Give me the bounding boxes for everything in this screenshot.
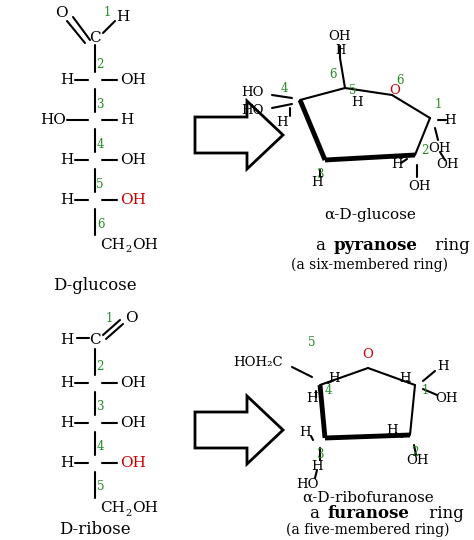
Text: 6: 6 bbox=[329, 68, 337, 80]
Text: 2: 2 bbox=[421, 144, 428, 157]
Text: 3: 3 bbox=[96, 401, 104, 414]
Text: OH: OH bbox=[429, 141, 451, 154]
Text: OH: OH bbox=[120, 153, 146, 167]
Text: 2: 2 bbox=[125, 509, 131, 517]
Text: H: H bbox=[399, 373, 411, 386]
Text: 5: 5 bbox=[97, 481, 105, 494]
Text: H: H bbox=[311, 460, 323, 472]
Text: 1: 1 bbox=[103, 6, 111, 19]
Text: H: H bbox=[444, 113, 456, 126]
Text: 2: 2 bbox=[125, 246, 131, 254]
Text: 4: 4 bbox=[280, 82, 288, 94]
Text: D-glucose: D-glucose bbox=[53, 276, 137, 294]
Text: α-D-glucose: α-D-glucose bbox=[324, 208, 416, 222]
Text: H: H bbox=[335, 44, 345, 57]
Text: CH: CH bbox=[100, 501, 125, 515]
Text: OH: OH bbox=[407, 455, 429, 468]
Text: O: O bbox=[390, 84, 401, 97]
Text: H: H bbox=[351, 96, 363, 109]
Text: 2: 2 bbox=[96, 361, 104, 374]
Text: a: a bbox=[310, 505, 325, 523]
Text: H: H bbox=[60, 333, 73, 347]
Text: HO: HO bbox=[296, 477, 318, 490]
Text: C: C bbox=[89, 333, 101, 347]
Text: 5: 5 bbox=[349, 84, 357, 97]
Text: H: H bbox=[386, 423, 398, 436]
Text: H: H bbox=[299, 427, 311, 440]
Text: a: a bbox=[316, 237, 331, 253]
Text: 5: 5 bbox=[308, 336, 316, 349]
Text: 6: 6 bbox=[396, 75, 404, 87]
Polygon shape bbox=[195, 396, 283, 464]
Text: C: C bbox=[89, 31, 101, 45]
Text: 4: 4 bbox=[96, 138, 104, 151]
Text: O: O bbox=[363, 348, 374, 361]
Text: H: H bbox=[391, 159, 403, 172]
Text: O: O bbox=[125, 311, 137, 325]
Text: 4: 4 bbox=[324, 384, 332, 397]
Text: 3: 3 bbox=[316, 448, 324, 461]
Text: H: H bbox=[437, 361, 449, 374]
Text: OH: OH bbox=[120, 193, 146, 207]
Text: furanose: furanose bbox=[328, 505, 410, 523]
Text: 6: 6 bbox=[97, 218, 105, 231]
Text: H: H bbox=[60, 193, 73, 207]
Text: H: H bbox=[306, 393, 318, 406]
Text: 3: 3 bbox=[96, 98, 104, 111]
Polygon shape bbox=[195, 101, 283, 169]
Text: HOH₂C: HOH₂C bbox=[233, 356, 283, 369]
Text: (a six-membered ring): (a six-membered ring) bbox=[292, 258, 448, 272]
Text: H: H bbox=[60, 456, 73, 470]
Text: 2: 2 bbox=[96, 57, 104, 71]
Text: CH: CH bbox=[100, 238, 125, 252]
Text: 1: 1 bbox=[105, 312, 113, 325]
Text: D-ribose: D-ribose bbox=[59, 522, 131, 538]
Text: OH: OH bbox=[132, 238, 158, 252]
Text: H: H bbox=[60, 416, 73, 430]
Text: H: H bbox=[60, 153, 73, 167]
Text: 5: 5 bbox=[96, 178, 104, 191]
Text: OH: OH bbox=[436, 393, 458, 406]
Text: OH: OH bbox=[329, 30, 351, 43]
Text: 2: 2 bbox=[411, 447, 419, 460]
Text: H: H bbox=[117, 10, 129, 24]
Text: H: H bbox=[276, 116, 288, 129]
Text: H: H bbox=[328, 373, 340, 386]
Text: O: O bbox=[55, 6, 67, 20]
Text: 1: 1 bbox=[421, 383, 428, 396]
Text: α-D-ribofuranose: α-D-ribofuranose bbox=[302, 491, 434, 505]
Text: OH: OH bbox=[120, 73, 146, 87]
Text: ring: ring bbox=[430, 237, 470, 253]
Text: H: H bbox=[120, 113, 134, 127]
Text: OH: OH bbox=[409, 180, 431, 193]
Text: 3: 3 bbox=[316, 167, 324, 180]
Text: HO: HO bbox=[241, 85, 263, 98]
Text: OH: OH bbox=[120, 416, 146, 430]
Text: OH: OH bbox=[120, 456, 146, 470]
Text: (a five-membered ring): (a five-membered ring) bbox=[286, 523, 450, 537]
Text: H: H bbox=[311, 176, 323, 188]
Text: OH: OH bbox=[132, 501, 158, 515]
Text: ring: ring bbox=[424, 505, 464, 523]
Text: OH: OH bbox=[437, 158, 459, 171]
Text: OH: OH bbox=[120, 376, 146, 390]
Text: pyranose: pyranose bbox=[334, 237, 418, 253]
Text: 4: 4 bbox=[96, 441, 104, 454]
Text: HO: HO bbox=[241, 104, 263, 117]
Text: H: H bbox=[60, 376, 73, 390]
Text: HO: HO bbox=[40, 113, 66, 127]
Text: 1: 1 bbox=[434, 98, 442, 111]
Text: H: H bbox=[60, 73, 73, 87]
